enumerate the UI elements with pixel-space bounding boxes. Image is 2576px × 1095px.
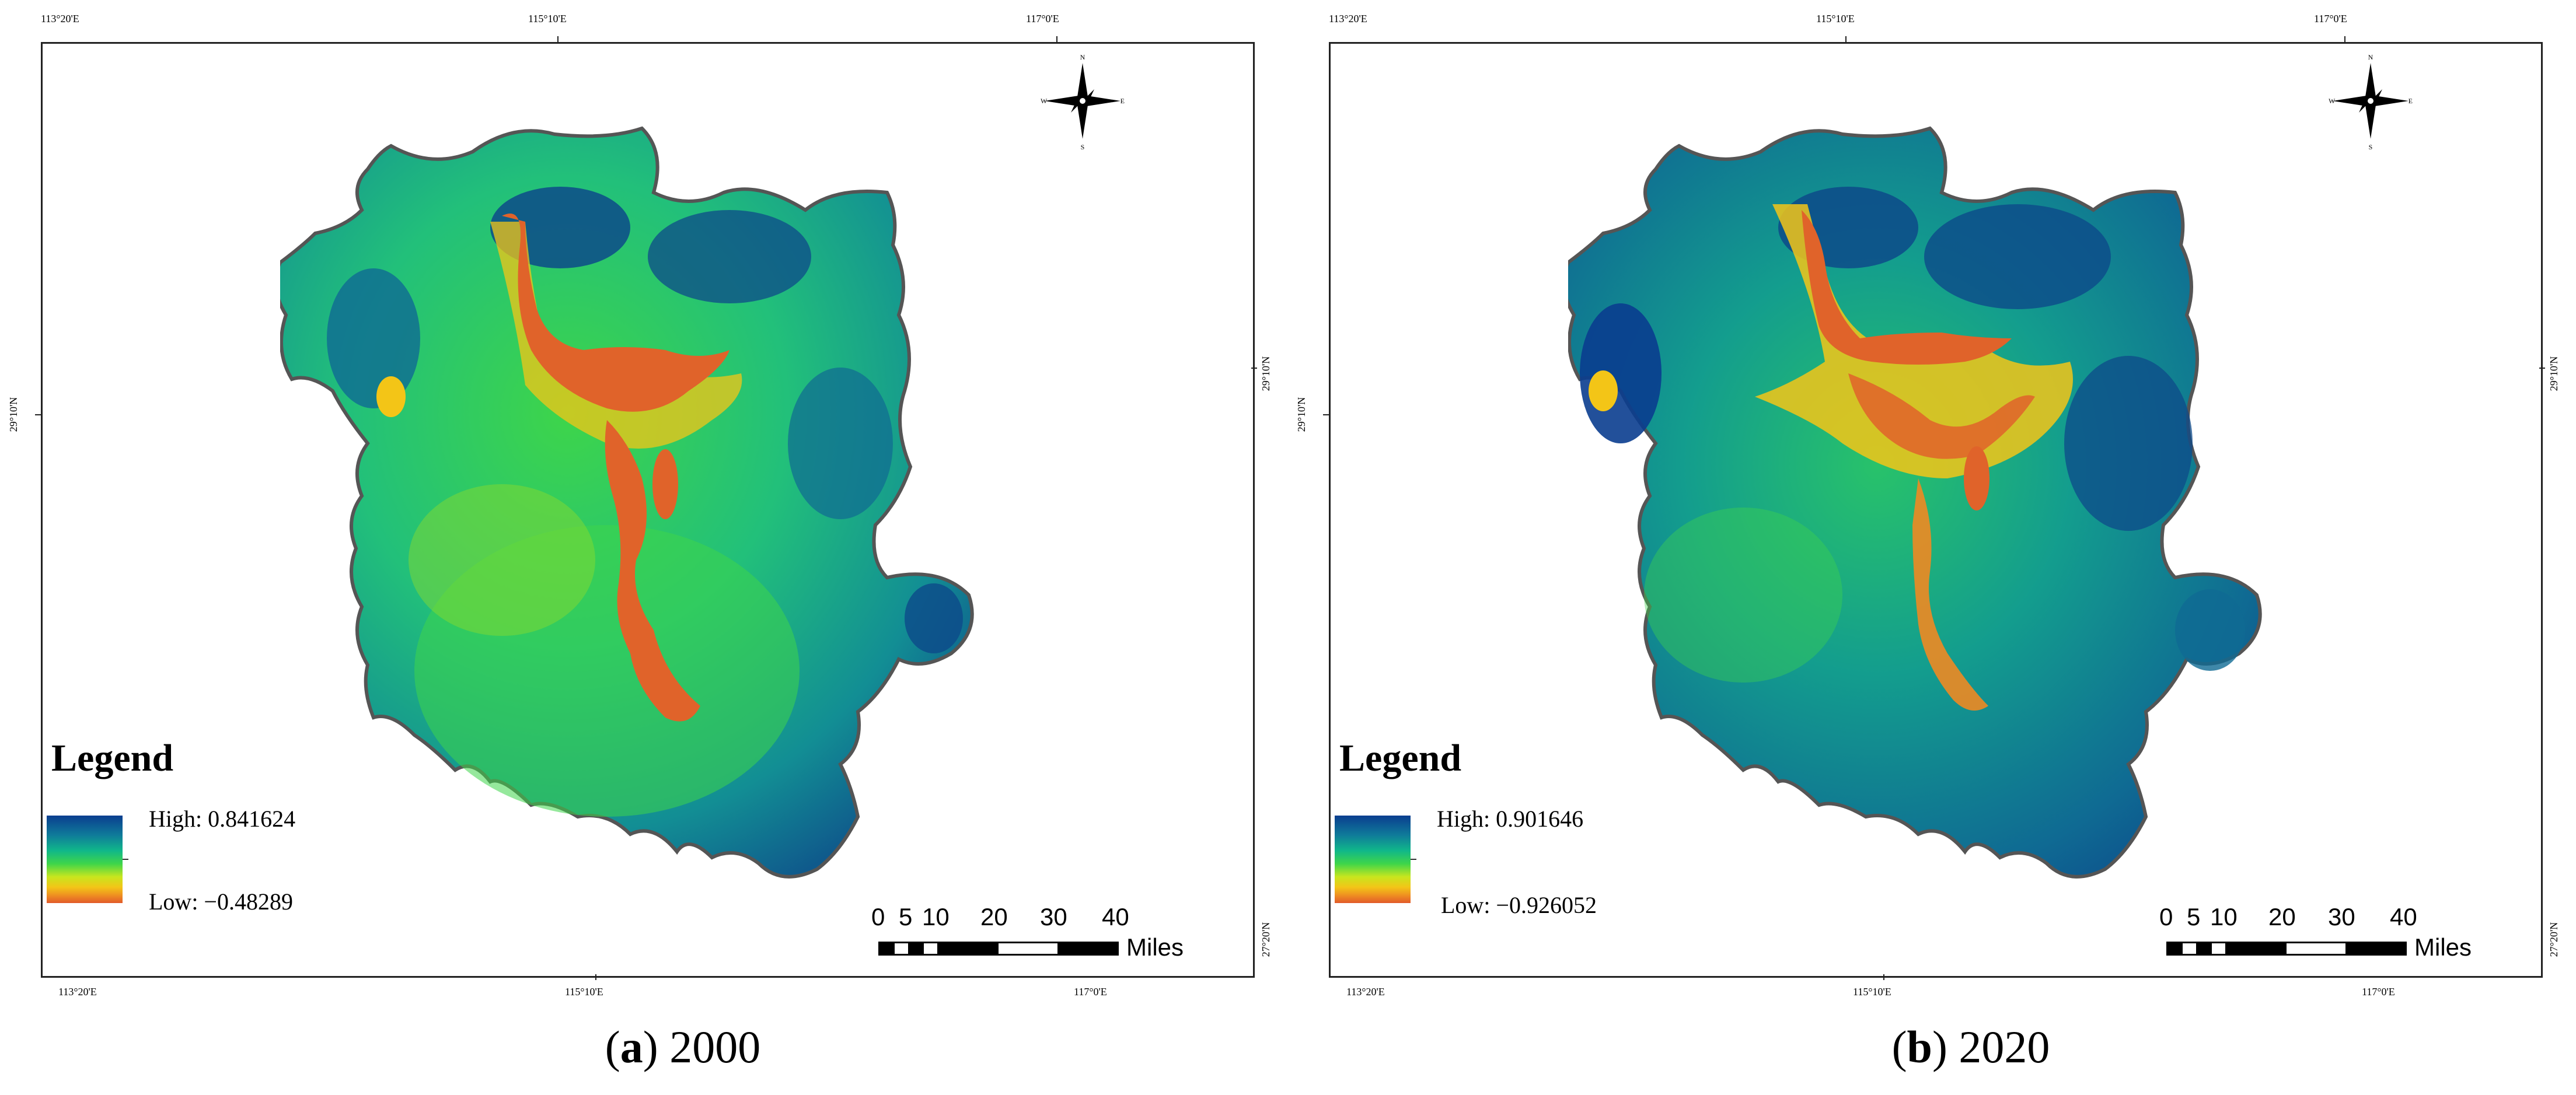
scale-unit-label: Miles xyxy=(2414,933,2472,961)
panel-caption: (b) 2020 xyxy=(1891,1021,2050,1072)
legend-high-label: High: 0.901646 xyxy=(1437,806,1584,832)
compass-north-label: N xyxy=(1080,53,1085,61)
graticule-tick xyxy=(2344,36,2345,42)
coord-bottom-left: 113°20'E xyxy=(58,986,97,998)
coord-bottom-right: 117°0'E xyxy=(1074,986,1107,998)
scale-bar xyxy=(2166,942,2407,956)
legend-low-label: Low: −0.48289 xyxy=(149,888,293,915)
coord-top-mid: 115°10'E xyxy=(528,13,567,25)
legend-tick xyxy=(1411,859,1416,860)
graticule-tick xyxy=(1056,36,1057,42)
scale-label: 5 xyxy=(2187,903,2201,930)
scale-label: 0 xyxy=(2159,903,2173,930)
scale-label: 20 xyxy=(980,903,1008,930)
coord-right-mid: 29°10'N xyxy=(2548,356,2560,391)
coord-bottom-mid: 115°10'E xyxy=(1853,986,1891,998)
scale-label: 40 xyxy=(2390,903,2417,930)
coord-left-mid: 29°10'N xyxy=(1296,397,1308,432)
coord-bottom-mid: 115°10'E xyxy=(565,986,603,998)
compass-east-label: E xyxy=(1121,97,1125,105)
compass-east-label: E xyxy=(2409,97,2413,105)
graticule-tick xyxy=(1845,36,1847,42)
coord-top-left: 113°20'E xyxy=(41,13,79,25)
caption-letter: a xyxy=(620,1021,643,1072)
coord-bottom-left: 113°20'E xyxy=(1346,986,1385,998)
scale-label: 0 xyxy=(871,903,885,930)
legend-title: Legend xyxy=(51,737,174,779)
coord-top-mid: 115°10'E xyxy=(1816,13,1855,25)
compass-west-label: W xyxy=(1041,97,1048,105)
coord-top-right: 117°0'E xyxy=(1026,13,1059,25)
legend-title: Legend xyxy=(1339,737,1462,779)
legend-high-label: High: 0.841624 xyxy=(149,806,296,832)
ndvi-raster-map xyxy=(1568,126,2262,879)
legend-color-ramp xyxy=(1335,816,1411,903)
caption-year: 2000 xyxy=(669,1021,761,1072)
north-arrow-compass: N S W E xyxy=(1041,53,1125,151)
map-panel-b: 113°20'E 115°10'E 117°0'E 113°20'E 115°1… xyxy=(1288,0,2576,1095)
graticule-tick xyxy=(35,414,41,415)
graticule-tick xyxy=(2539,368,2545,369)
compass-west-label: W xyxy=(2329,97,2336,105)
graticule-tick xyxy=(557,36,559,42)
compass-north-label: N xyxy=(2368,53,2373,61)
ndvi-raster-map xyxy=(280,126,974,879)
scale-unit-label: Miles xyxy=(1126,933,1184,961)
lake-body xyxy=(502,214,729,412)
caption-letter: b xyxy=(1907,1021,1932,1072)
coord-top-right: 117°0'E xyxy=(2314,13,2347,25)
graticule-tick xyxy=(1323,414,1329,415)
scale-label: 30 xyxy=(1040,903,1067,930)
north-arrow-compass: N S W E xyxy=(2329,53,2413,151)
compass-south-label: S xyxy=(1081,143,1085,151)
coord-right-bottom: 27°20'N xyxy=(1260,922,1272,957)
scale-bar xyxy=(878,942,1119,956)
panel-caption: (a) 2000 xyxy=(605,1021,761,1072)
coord-right-bottom: 27°20'N xyxy=(2548,922,2560,957)
region-outline xyxy=(1568,126,2262,879)
coord-bottom-right: 117°0'E xyxy=(2362,986,2395,998)
scale-label: 5 xyxy=(899,903,913,930)
graticule-tick xyxy=(595,974,596,980)
scale-label: 30 xyxy=(2328,903,2355,930)
scale-label: 10 xyxy=(2210,903,2238,930)
graticule-tick xyxy=(1251,368,1257,369)
legend-color-ramp xyxy=(47,816,123,903)
legend-tick xyxy=(123,859,128,860)
graticule-tick xyxy=(1883,974,1884,980)
scale-label: 10 xyxy=(922,903,950,930)
legend-low-label: Low: −0.926052 xyxy=(1441,892,1597,918)
scale-label: 20 xyxy=(2268,903,2296,930)
coord-right-mid: 29°10'N xyxy=(1260,356,1272,391)
compass-south-label: S xyxy=(2369,143,2373,151)
coord-top-left: 113°20'E xyxy=(1329,13,1367,25)
scale-label: 40 xyxy=(1102,903,1129,930)
coord-left-mid: 29°10'N xyxy=(8,397,20,432)
map-panel-a: 113°20'E 115°10'E 117°0'E 113°20'E 115°1… xyxy=(8,13,1272,1072)
caption-year: 2020 xyxy=(1959,1021,2050,1072)
